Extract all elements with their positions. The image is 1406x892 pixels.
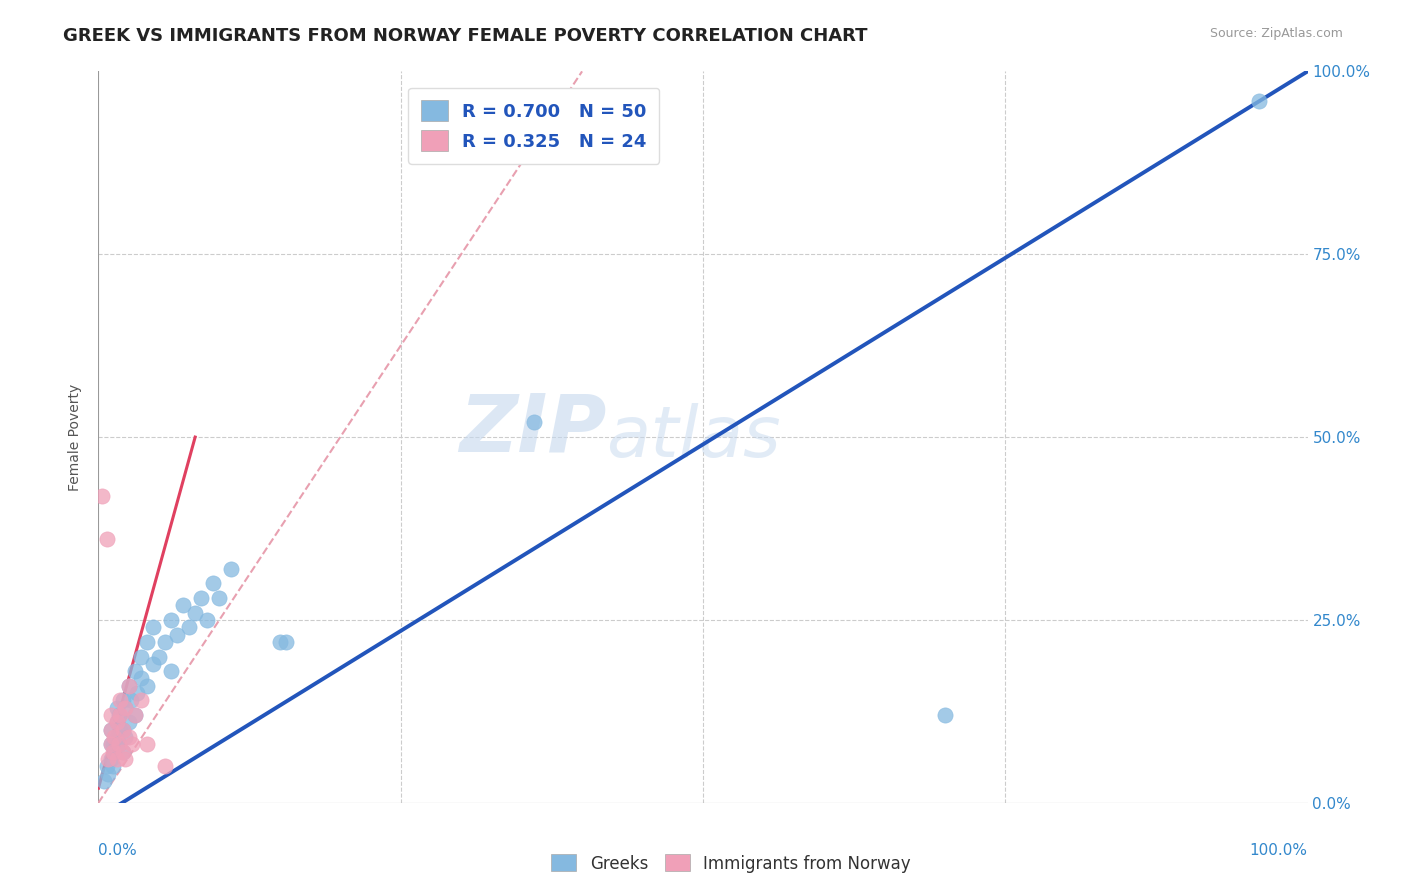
Point: [202, 576, 225, 591]
Point: [111, 745, 134, 759]
Point: [108, 708, 131, 723]
Point: [148, 649, 170, 664]
Point: [100, 708, 122, 723]
Point: [135, 679, 157, 693]
Point: [142, 620, 165, 634]
Legend: Greeks, Immigrants from Norway: Greeks, Immigrants from Norway: [544, 847, 918, 880]
Point: [124, 708, 146, 723]
Point: [97, 752, 120, 766]
Point: [153, 635, 176, 649]
Point: [129, 649, 152, 664]
Point: [105, 730, 128, 744]
Point: [105, 715, 128, 730]
Point: [135, 737, 157, 751]
Point: [100, 737, 122, 751]
Point: [124, 664, 146, 678]
Point: [105, 752, 128, 766]
Point: [105, 700, 128, 714]
Point: [124, 708, 146, 723]
Point: [100, 723, 122, 737]
Point: [114, 752, 136, 766]
Point: [97, 766, 120, 780]
Point: [129, 672, 152, 686]
Point: [120, 693, 142, 707]
Point: [121, 737, 143, 751]
Point: [153, 759, 176, 773]
Point: [96, 533, 118, 547]
Point: [208, 591, 231, 605]
Point: [269, 635, 291, 649]
Text: atlas: atlas: [606, 402, 780, 472]
Point: [108, 708, 131, 723]
Point: [523, 416, 546, 430]
Point: [172, 599, 194, 613]
Text: Source: ZipAtlas.com: Source: ZipAtlas.com: [1209, 27, 1343, 40]
Point: [111, 693, 134, 707]
Point: [101, 759, 124, 773]
Point: [934, 708, 956, 723]
Point: [93, 773, 115, 788]
Text: GREEK VS IMMIGRANTS FROM NORWAY FEMALE POVERTY CORRELATION CHART: GREEK VS IMMIGRANTS FROM NORWAY FEMALE P…: [63, 27, 868, 45]
Point: [103, 745, 125, 759]
Point: [114, 730, 136, 744]
Point: [274, 635, 297, 649]
Point: [108, 737, 131, 751]
Point: [100, 752, 122, 766]
Point: [114, 700, 136, 714]
Point: [100, 737, 122, 751]
Point: [160, 613, 183, 627]
Text: ZIP: ZIP: [458, 391, 606, 469]
Point: [129, 693, 152, 707]
Point: [111, 745, 134, 759]
Point: [100, 723, 122, 737]
Point: [105, 715, 128, 730]
Point: [111, 723, 134, 737]
Point: [135, 635, 157, 649]
Point: [118, 730, 141, 744]
Text: 100.0%: 100.0%: [1250, 843, 1308, 858]
Point: [118, 679, 141, 693]
Point: [179, 620, 201, 634]
Point: [91, 489, 114, 503]
Point: [108, 693, 131, 707]
Point: [221, 562, 243, 576]
Point: [118, 679, 141, 693]
Point: [114, 700, 136, 714]
Point: [127, 686, 149, 700]
Point: [166, 627, 188, 641]
Point: [190, 591, 212, 605]
Point: [101, 745, 124, 759]
Text: 0.0%: 0.0%: [98, 843, 138, 858]
Point: [160, 664, 183, 678]
Point: [195, 613, 218, 627]
Point: [103, 730, 125, 744]
Point: [96, 759, 118, 773]
Point: [118, 715, 141, 730]
Point: [108, 737, 131, 751]
Point: [142, 657, 165, 671]
Point: [111, 723, 134, 737]
Y-axis label: Female Poverty: Female Poverty: [69, 384, 83, 491]
Point: [184, 606, 207, 620]
Legend: R = 0.700   N = 50, R = 0.325   N = 24: R = 0.700 N = 50, R = 0.325 N = 24: [408, 87, 659, 164]
Point: [108, 723, 131, 737]
Point: [1249, 94, 1271, 108]
Point: [101, 737, 124, 751]
